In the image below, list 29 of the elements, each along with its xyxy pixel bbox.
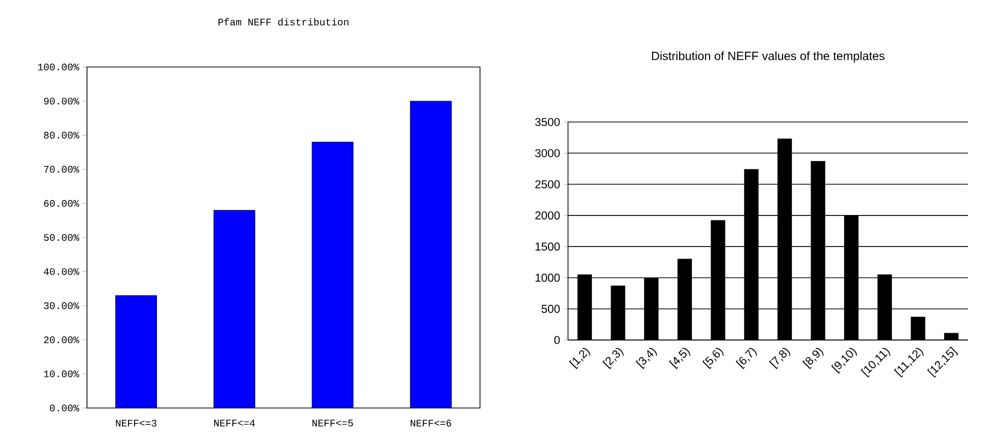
- y-tick-label: 3500: [535, 118, 560, 126]
- chart-title: Pfam NEFF distribution: [218, 18, 348, 26]
- x-tick-label: NEFF<=5: [312, 420, 353, 426]
- y-tick-label: 50.00%: [44, 234, 80, 241]
- y-tick-label: 2500: [535, 180, 560, 188]
- x-tick-label: NEFF<=4: [214, 420, 255, 426]
- y-tick-label: 0: [554, 336, 560, 344]
- chart-title: Distribution of NEFF values of the templates: [652, 51, 884, 63]
- bar: [214, 210, 256, 408]
- y-tick-label: 70.00%: [44, 166, 80, 173]
- y-tick-label: 20.00%: [44, 336, 80, 344]
- y-tick-label: 3000: [535, 149, 560, 158]
- y-tick-label: 500: [542, 304, 560, 313]
- y-tick-label: 1500: [536, 242, 560, 251]
- y-tick-label: 1000: [536, 274, 560, 282]
- y-tick-label: 80.00%: [44, 132, 80, 139]
- y-tick-label: 40.00%: [44, 268, 80, 275]
- y-tick-label: 10.00%: [44, 370, 80, 378]
- y-tick-label: 100.00%: [38, 64, 80, 70]
- y-tick-label: 60.00%: [44, 200, 80, 207]
- x-tick-label: NEFF<=6: [410, 420, 452, 427]
- bar: [312, 142, 354, 408]
- x-tick-label: NEFF<=3: [116, 420, 156, 427]
- bar: [115, 295, 157, 408]
- y-tick-label: 2000: [535, 211, 560, 220]
- y-tick-label: 0.00%: [50, 404, 80, 412]
- y-tick-label: 90.00%: [44, 98, 80, 104]
- bar: [410, 100, 452, 408]
- y-tick-label: 30.00%: [44, 302, 80, 310]
